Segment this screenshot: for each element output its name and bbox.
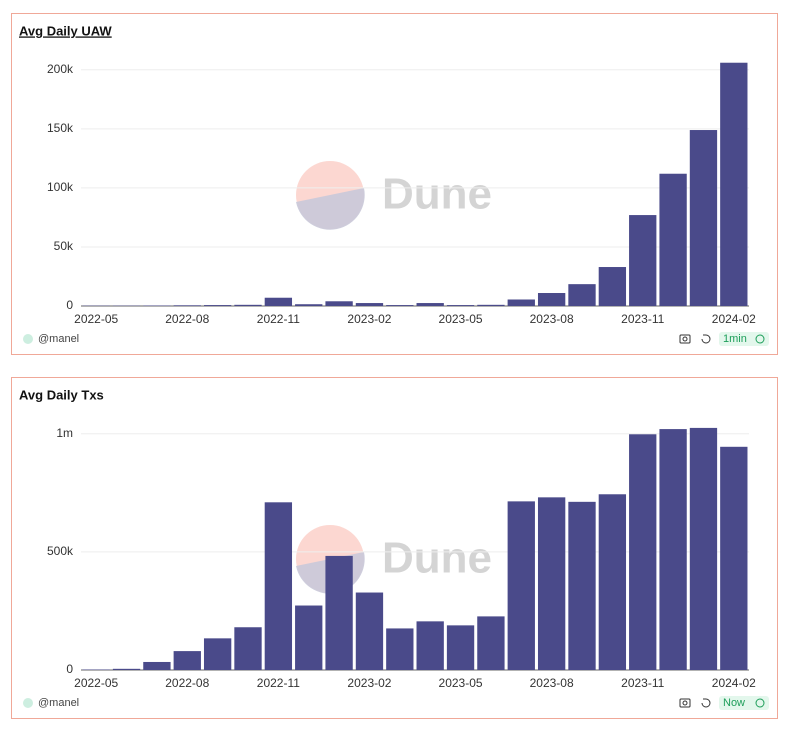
- x-tick-label: 2022-05: [74, 312, 118, 326]
- y-tick-label: 1m: [56, 426, 73, 440]
- x-tick-label: 2022-11: [257, 312, 300, 326]
- bar: [720, 62, 748, 306]
- bar: [355, 303, 384, 306]
- bar: [264, 297, 293, 306]
- refresh-badge: [719, 332, 769, 346]
- x-tick-label: 2023-08: [530, 312, 574, 326]
- refresh-label: Now: [723, 697, 745, 709]
- watermark-logo-half: [296, 188, 365, 230]
- x-tick-label: 2023-11: [621, 312, 664, 326]
- chart: Avg Daily Txs Dune 0 500k 1m 2022-05 2022-08 20…: [19, 387, 769, 710]
- bar: [416, 303, 444, 306]
- chart-title[interactable]: Avg Daily Txs: [19, 387, 104, 402]
- x-tick-label: 2023-02: [347, 676, 391, 690]
- x-tick-label: 2022-11: [257, 676, 300, 690]
- x-tick-label: 2023-02: [347, 312, 391, 326]
- bar: [325, 555, 353, 670]
- bar: [295, 605, 323, 670]
- y-tick-label: 500k: [47, 544, 74, 558]
- bar: [598, 267, 627, 306]
- refresh-icon[interactable]: [701, 334, 711, 344]
- y-tick-label: 200k: [47, 62, 74, 76]
- bar: [112, 668, 141, 670]
- bar: [568, 284, 596, 306]
- watermark-text: Dune: [382, 170, 492, 219]
- bar: [386, 305, 414, 306]
- x-tick-label: 2023-05: [439, 676, 483, 690]
- x-tick-label: 2022-08: [165, 312, 209, 326]
- bar: [446, 305, 475, 306]
- bar: [629, 434, 657, 670]
- y-tick-label: 150k: [47, 121, 74, 135]
- bar: [689, 427, 718, 670]
- bar: [720, 446, 748, 670]
- bar: [629, 215, 657, 306]
- camera-icon[interactable]: [679, 698, 691, 708]
- badge-check: [755, 698, 765, 708]
- bar: [689, 130, 718, 306]
- author[interactable]: @manel: [38, 697, 79, 709]
- bar: [659, 173, 687, 306]
- refresh-label: 1min: [723, 333, 747, 345]
- y-tick-label: 100k: [47, 180, 74, 194]
- refresh-icon[interactable]: [701, 698, 711, 708]
- bar: [386, 628, 414, 670]
- bar: [537, 497, 566, 670]
- x-tick-label: 2023-08: [530, 676, 574, 690]
- bar: [477, 304, 505, 306]
- y-tick-label: 0: [66, 662, 73, 676]
- chart-title[interactable]: Avg Daily UAW: [19, 23, 112, 38]
- bar: [203, 638, 232, 670]
- chart: Avg Daily UAW Dune 0 50k 100k 150k 200k 2022-05…: [19, 23, 769, 346]
- camera-icon[interactable]: [679, 334, 691, 344]
- bar: [234, 304, 262, 306]
- bar: [173, 651, 201, 670]
- camera-lens: [682, 700, 688, 706]
- author-avatar: [23, 334, 33, 344]
- bar: [355, 592, 384, 670]
- x-tick-label: 2023-11: [621, 676, 664, 690]
- x-tick-label: 2023-05: [439, 312, 483, 326]
- camera-lens: [682, 336, 688, 342]
- bar: [264, 502, 293, 670]
- bar: [203, 305, 232, 306]
- bar: [234, 627, 262, 670]
- watermark-text: Dune: [382, 534, 492, 583]
- bar: [173, 305, 201, 306]
- author[interactable]: @manel: [38, 333, 79, 345]
- badge-check: [755, 334, 765, 344]
- bar: [295, 304, 323, 306]
- x-tick-label: 2022-05: [74, 676, 118, 690]
- y-tick-label: 0: [66, 298, 73, 312]
- author-avatar: [23, 698, 33, 708]
- bar: [416, 621, 444, 670]
- bar: [507, 299, 535, 306]
- chart-panel: Avg Daily Txs Dune 0 500k 1m 2022-05 2022-08 20…: [11, 377, 778, 719]
- bar: [659, 429, 687, 670]
- bar: [507, 501, 535, 670]
- bar: [477, 616, 505, 670]
- bar: [598, 494, 627, 670]
- x-tick-label: 2024-02: [712, 676, 756, 690]
- x-tick-label: 2024-02: [712, 312, 756, 326]
- x-tick-label: 2022-08: [165, 676, 209, 690]
- refresh-badge: [719, 696, 769, 710]
- y-tick-label: 50k: [54, 239, 74, 253]
- bar: [325, 301, 353, 306]
- chart-panel: Avg Daily UAW Dune 0 50k 100k 150k 200k 2022-05…: [11, 13, 778, 355]
- bar: [446, 625, 475, 670]
- bar: [537, 293, 566, 306]
- bar: [143, 661, 171, 670]
- bar: [568, 501, 596, 670]
